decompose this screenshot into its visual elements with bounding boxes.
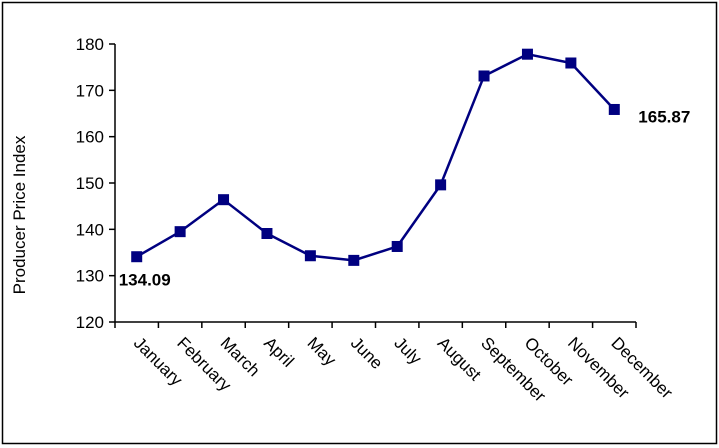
data-point-marker: [174, 226, 186, 238]
y-tick-label: 170: [76, 81, 104, 100]
series-layer: [131, 48, 620, 266]
y-tick-label: 130: [76, 267, 104, 286]
series-line: [136, 52, 616, 262]
y-axis-label: Producer Price Index: [10, 135, 29, 294]
data-point-marker: [218, 194, 230, 206]
data-labels-layer: 134.09 165.87: [119, 107, 691, 289]
data-point-marker: [131, 251, 143, 263]
data-point-marker: [348, 254, 360, 266]
y-tick-label: 120: [76, 313, 104, 332]
y-tick-label: 180: [76, 35, 104, 54]
data-point-marker: [565, 57, 577, 69]
y-axis-ticks: 120 130 140 150 160 170 180: [76, 35, 115, 332]
y-tick-label: 140: [76, 220, 104, 239]
data-point-marker: [391, 240, 403, 252]
data-point-marker: [608, 103, 620, 115]
data-point-marker: [435, 179, 447, 191]
y-tick-label: 160: [76, 128, 104, 147]
data-point-marker: [261, 228, 273, 240]
data-point-marker: [304, 250, 316, 262]
data-point-marker: [521, 48, 533, 60]
y-tick-label: 150: [76, 174, 104, 193]
data-label: 134.09: [119, 271, 171, 290]
data-point-marker: [478, 70, 490, 82]
data-label: 165.87: [638, 107, 690, 126]
